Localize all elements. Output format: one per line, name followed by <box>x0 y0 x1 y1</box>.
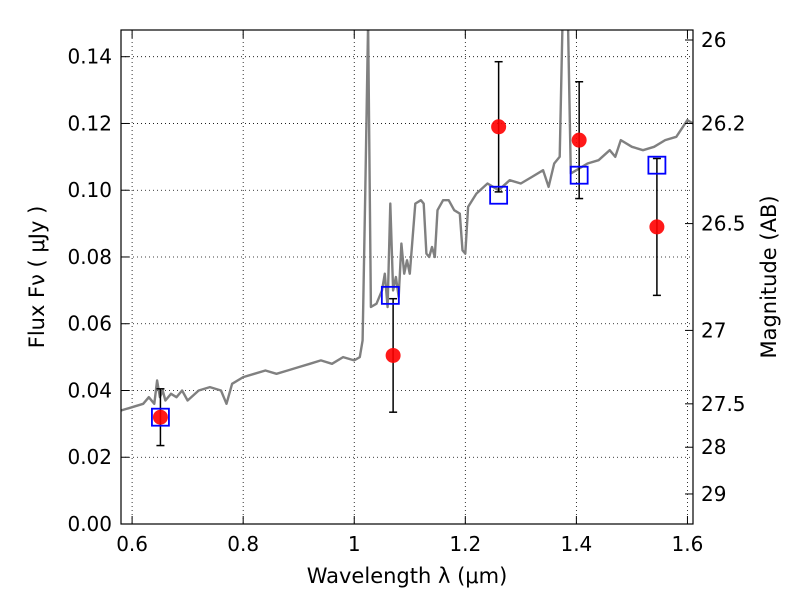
x-tick-label: 1.6 <box>672 532 704 556</box>
x-tick-label: 1 <box>348 532 361 556</box>
y2-tick-label: 27 <box>701 318 726 342</box>
y2-tick-label: 26.2 <box>701 111 746 135</box>
x-axis-label: Wavelength λ (μm) <box>307 564 508 588</box>
model-photometry-square <box>380 285 400 305</box>
x-tick-label: 0.6 <box>116 532 148 556</box>
model-photometry-square <box>489 185 509 205</box>
y2-tick-label: 28 <box>701 435 726 459</box>
y-tick-label: 0.06 <box>67 312 112 336</box>
y-tick-label: 0.12 <box>67 111 112 135</box>
observed-photometry-point <box>491 119 507 135</box>
y-tick-label: 0.04 <box>67 378 112 402</box>
spectrum-line <box>121 30 693 412</box>
y-tick-label: 0.00 <box>67 512 112 536</box>
axis-ticks: 0.6 0.8 1 1.2 1.4 1.6 0.00 0.02 0.04 0.06 0.08 0.10… <box>67 28 745 556</box>
y-tick-label: 0.08 <box>67 245 112 269</box>
x-tick-label: 0.8 <box>227 532 259 556</box>
model-photometry-square <box>151 407 170 427</box>
y-tick-label: 0.02 <box>67 445 112 469</box>
marker-layer <box>151 119 667 427</box>
y2-tick-label: 29 <box>701 482 726 506</box>
spectrum-layer <box>121 30 693 412</box>
y2-tick-label: 26 <box>701 28 726 52</box>
observed-photometry-point <box>649 219 665 235</box>
x-tick-label: 1.2 <box>449 532 481 556</box>
y2-axis-label: Magnitude (AB) <box>757 195 781 358</box>
y2-tick-label: 27.5 <box>701 392 746 416</box>
y-tick-label: 0.10 <box>67 178 112 202</box>
observed-photometry-point <box>571 132 587 148</box>
observed-photometry-point <box>152 409 168 425</box>
x-tick-label: 1.4 <box>560 532 592 556</box>
model-photometry-square <box>647 155 667 175</box>
plot-frame <box>120 29 694 525</box>
observed-photometry-point <box>385 347 401 363</box>
y-tick-label: 0.14 <box>67 45 112 69</box>
y-axis-label: Flux Fν ( μJy ) <box>25 206 49 349</box>
y2-tick-label: 26.5 <box>701 212 746 236</box>
model-photometry-square <box>569 165 589 185</box>
